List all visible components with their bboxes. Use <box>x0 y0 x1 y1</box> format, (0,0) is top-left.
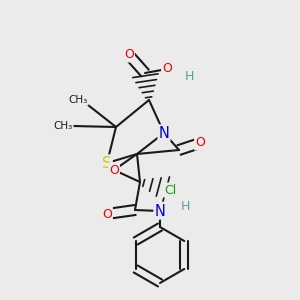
Text: CH₃: CH₃ <box>69 95 88 105</box>
Text: N: N <box>154 203 165 218</box>
Text: O: O <box>102 208 112 220</box>
Text: N: N <box>159 125 170 140</box>
Text: O: O <box>109 164 119 176</box>
Text: O: O <box>124 49 134 62</box>
Text: CH₃: CH₃ <box>54 121 73 131</box>
Text: H: H <box>184 70 194 83</box>
Text: H: H <box>180 200 190 214</box>
Text: Cl: Cl <box>164 184 176 196</box>
Text: S: S <box>102 155 112 170</box>
Text: O: O <box>195 136 205 149</box>
Text: O: O <box>162 62 172 76</box>
